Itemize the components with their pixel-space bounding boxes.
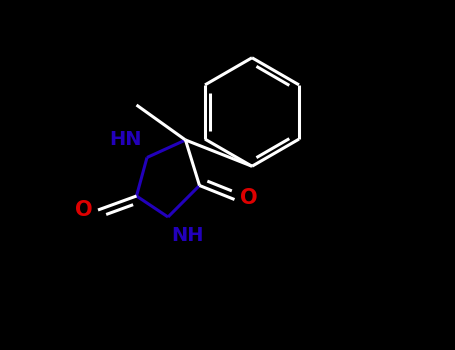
- Text: O: O: [240, 188, 258, 208]
- Text: NH: NH: [172, 226, 204, 245]
- Text: O: O: [75, 200, 93, 220]
- Text: HN: HN: [109, 130, 142, 149]
